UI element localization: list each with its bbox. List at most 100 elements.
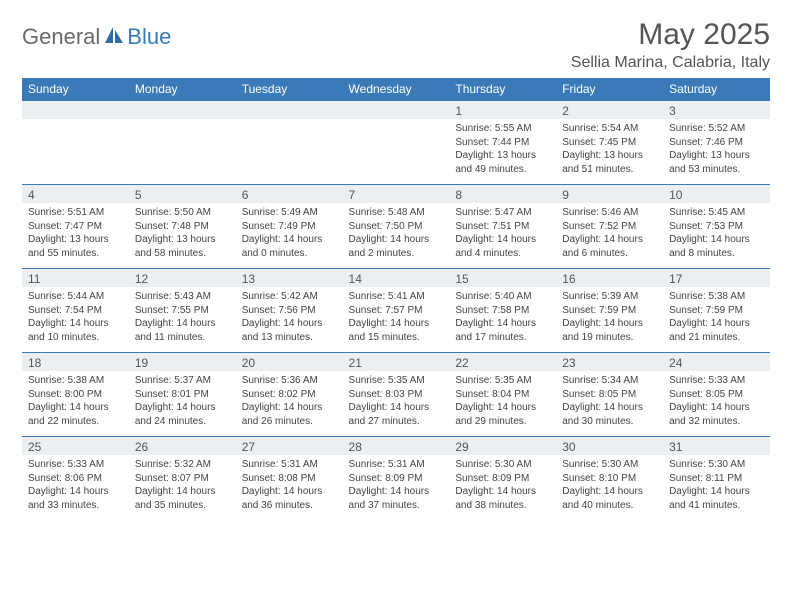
sunset-text: Sunset: 8:00 PM [28, 388, 123, 402]
logo-text-general: General [22, 24, 100, 50]
sunrise-text: Sunrise: 5:30 AM [455, 458, 550, 472]
title-block: May 2025 Sellia Marina, Calabria, Italy [571, 18, 770, 72]
day-number: 29 [449, 436, 556, 455]
sunset-text: Sunset: 7:57 PM [349, 304, 444, 318]
sunset-text: Sunset: 7:58 PM [455, 304, 550, 318]
day-cell: 16Sunrise: 5:39 AMSunset: 7:59 PMDayligh… [556, 268, 663, 352]
sunset-text: Sunset: 8:10 PM [562, 472, 657, 486]
daylight-text: Daylight: 14 hours and 30 minutes. [562, 401, 657, 428]
sunrise-text: Sunrise: 5:48 AM [349, 206, 444, 220]
day-body: Sunrise: 5:49 AMSunset: 7:49 PMDaylight:… [236, 203, 343, 268]
month-title: May 2025 [571, 18, 770, 52]
daylight-text: Daylight: 14 hours and 41 minutes. [669, 485, 764, 512]
day-body: Sunrise: 5:33 AMSunset: 8:06 PMDaylight:… [22, 455, 129, 520]
day-cell: 17Sunrise: 5:38 AMSunset: 7:59 PMDayligh… [663, 268, 770, 352]
day-body [22, 119, 129, 181]
day-number: 30 [556, 436, 663, 455]
sunset-text: Sunset: 8:02 PM [242, 388, 337, 402]
day-cell: 22Sunrise: 5:35 AMSunset: 8:04 PMDayligh… [449, 352, 556, 436]
sunset-text: Sunset: 8:04 PM [455, 388, 550, 402]
sunrise-text: Sunrise: 5:31 AM [349, 458, 444, 472]
sunset-text: Sunset: 7:53 PM [669, 220, 764, 234]
sunset-text: Sunset: 8:09 PM [349, 472, 444, 486]
daylight-text: Daylight: 14 hours and 13 minutes. [242, 317, 337, 344]
daylight-text: Daylight: 14 hours and 27 minutes. [349, 401, 444, 428]
day-number [22, 100, 129, 119]
logo-text-blue: Blue [127, 24, 171, 50]
sunrise-text: Sunrise: 5:33 AM [669, 374, 764, 388]
day-cell: 5Sunrise: 5:50 AMSunset: 7:48 PMDaylight… [129, 184, 236, 268]
day-number [129, 100, 236, 119]
calendar-table: Sunday Monday Tuesday Wednesday Thursday… [22, 78, 770, 520]
day-number: 28 [343, 436, 450, 455]
day-number: 23 [556, 352, 663, 371]
day-cell: 29Sunrise: 5:30 AMSunset: 8:09 PMDayligh… [449, 436, 556, 520]
day-body: Sunrise: 5:37 AMSunset: 8:01 PMDaylight:… [129, 371, 236, 436]
daylight-text: Daylight: 14 hours and 35 minutes. [135, 485, 230, 512]
day-number: 10 [663, 184, 770, 203]
daylight-text: Daylight: 14 hours and 4 minutes. [455, 233, 550, 260]
daylight-text: Daylight: 14 hours and 29 minutes. [455, 401, 550, 428]
day-cell: 31Sunrise: 5:30 AMSunset: 8:11 PMDayligh… [663, 436, 770, 520]
sunset-text: Sunset: 7:55 PM [135, 304, 230, 318]
day-number: 13 [236, 268, 343, 287]
day-cell: 14Sunrise: 5:41 AMSunset: 7:57 PMDayligh… [343, 268, 450, 352]
sunrise-text: Sunrise: 5:39 AM [562, 290, 657, 304]
day-number: 8 [449, 184, 556, 203]
day-number: 5 [129, 184, 236, 203]
day-body: Sunrise: 5:47 AMSunset: 7:51 PMDaylight:… [449, 203, 556, 268]
day-cell: 8Sunrise: 5:47 AMSunset: 7:51 PMDaylight… [449, 184, 556, 268]
day-cell: 19Sunrise: 5:37 AMSunset: 8:01 PMDayligh… [129, 352, 236, 436]
day-body: Sunrise: 5:40 AMSunset: 7:58 PMDaylight:… [449, 287, 556, 352]
sunrise-text: Sunrise: 5:49 AM [242, 206, 337, 220]
daylight-text: Daylight: 14 hours and 33 minutes. [28, 485, 123, 512]
day-cell: 30Sunrise: 5:30 AMSunset: 8:10 PMDayligh… [556, 436, 663, 520]
day-body: Sunrise: 5:48 AMSunset: 7:50 PMDaylight:… [343, 203, 450, 268]
sunrise-text: Sunrise: 5:45 AM [669, 206, 764, 220]
day-body: Sunrise: 5:32 AMSunset: 8:07 PMDaylight:… [129, 455, 236, 520]
day-cell [343, 100, 450, 184]
day-number: 24 [663, 352, 770, 371]
day-cell: 4Sunrise: 5:51 AMSunset: 7:47 PMDaylight… [22, 184, 129, 268]
day-cell: 18Sunrise: 5:38 AMSunset: 8:00 PMDayligh… [22, 352, 129, 436]
sunset-text: Sunset: 7:50 PM [349, 220, 444, 234]
daylight-text: Daylight: 14 hours and 15 minutes. [349, 317, 444, 344]
daylight-text: Daylight: 14 hours and 22 minutes. [28, 401, 123, 428]
day-cell: 21Sunrise: 5:35 AMSunset: 8:03 PMDayligh… [343, 352, 450, 436]
day-body: Sunrise: 5:38 AMSunset: 7:59 PMDaylight:… [663, 287, 770, 352]
day-number: 31 [663, 436, 770, 455]
day-cell: 28Sunrise: 5:31 AMSunset: 8:09 PMDayligh… [343, 436, 450, 520]
day-number: 17 [663, 268, 770, 287]
day-cell: 24 Sunrise: 5:33 AMSunset: 8:05 PMDayligh… [663, 352, 770, 436]
day-cell: 3Sunrise: 5:52 AMSunset: 7:46 PMDaylight… [663, 100, 770, 184]
daylight-text: Daylight: 14 hours and 40 minutes. [562, 485, 657, 512]
day-number: 14 [343, 268, 450, 287]
day-number: 3 [663, 100, 770, 119]
sunrise-text: Sunrise: 5:41 AM [349, 290, 444, 304]
sunset-text: Sunset: 7:49 PM [242, 220, 337, 234]
sunset-text: Sunset: 8:05 PM [669, 388, 764, 402]
day-number: 1 [449, 100, 556, 119]
day-number: 18 [22, 352, 129, 371]
daylight-text: Daylight: 14 hours and 10 minutes. [28, 317, 123, 344]
sunset-text: Sunset: 7:47 PM [28, 220, 123, 234]
day-cell: 23Sunrise: 5:34 AMSunset: 8:05 PMDayligh… [556, 352, 663, 436]
day-body: Sunrise: 5:36 AMSunset: 8:02 PMDaylight:… [236, 371, 343, 436]
sunset-text: Sunset: 7:56 PM [242, 304, 337, 318]
sunrise-text: Sunrise: 5:30 AM [669, 458, 764, 472]
sunrise-text: Sunrise: 5:40 AM [455, 290, 550, 304]
weekday-header: Saturday [663, 78, 770, 100]
daylight-text: Daylight: 14 hours and 0 minutes. [242, 233, 337, 260]
daylight-text: Daylight: 13 hours and 51 minutes. [562, 149, 657, 176]
sunrise-text: Sunrise: 5:37 AM [135, 374, 230, 388]
week-row: 25Sunrise: 5:33 AMSunset: 8:06 PMDayligh… [22, 436, 770, 520]
sunrise-text: Sunrise: 5:44 AM [28, 290, 123, 304]
day-body: Sunrise: 5:41 AMSunset: 7:57 PMDaylight:… [343, 287, 450, 352]
day-cell: 27Sunrise: 5:31 AMSunset: 8:08 PMDayligh… [236, 436, 343, 520]
daylight-text: Daylight: 14 hours and 21 minutes. [669, 317, 764, 344]
daylight-text: Daylight: 14 hours and 32 minutes. [669, 401, 764, 428]
day-body [343, 119, 450, 181]
day-number: 22 [449, 352, 556, 371]
sunrise-text: Sunrise: 5:35 AM [349, 374, 444, 388]
day-body: Sunrise: 5:39 AMSunset: 7:59 PMDaylight:… [556, 287, 663, 352]
